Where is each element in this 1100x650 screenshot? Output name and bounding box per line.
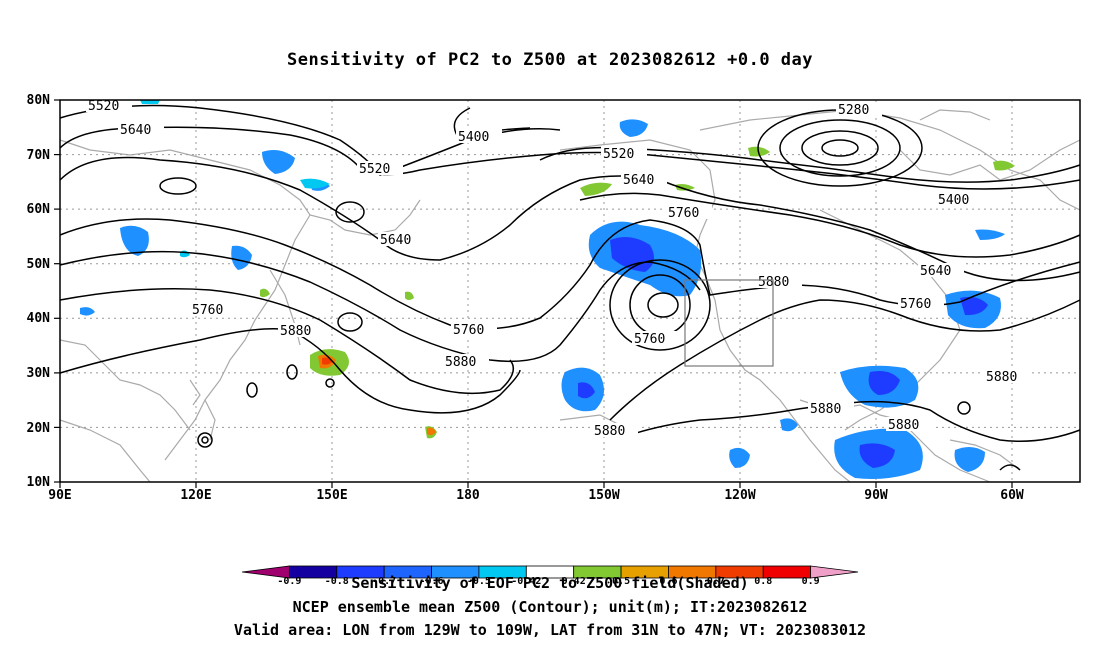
contour-label: 5760 (634, 332, 665, 347)
lat-label: 80N (27, 93, 51, 108)
colorbar-tick-label: 0.9 (802, 576, 820, 587)
axis-ticks (54, 99, 1013, 488)
colorbar (241, 565, 859, 579)
contour-label: 5280 (838, 103, 869, 118)
footer-line-2: NCEP ensemble mean Z500 (Contour); unit(… (292, 598, 808, 616)
contour-label: 5520 (88, 99, 119, 114)
lon-label: 150W (588, 488, 619, 503)
lon-label: 120W (724, 488, 755, 503)
colorbar-tick-label: 0.7 (707, 576, 725, 587)
contour-label: 5880 (758, 275, 789, 290)
contour-label: 5880 (888, 418, 919, 433)
lon-label: 180 (456, 488, 480, 503)
contour-label: 5760 (453, 323, 484, 338)
lat-label: 50N (27, 257, 51, 272)
latitude-labels: 80N 70N 60N 50N 40N 30N 20N 10N (27, 93, 51, 490)
contour-label: 5640 (380, 233, 411, 248)
lon-label: 120E (180, 488, 211, 503)
lat-label: 30N (27, 366, 51, 381)
colorbar-tick-label: 0.6 (659, 576, 677, 587)
lon-label: 90W (864, 488, 888, 503)
contour-label: 5400 (458, 130, 489, 145)
longitude-labels: 90E 120E 150E 180 150W 120W 90W 60W (48, 488, 1024, 503)
contour-label: 5640 (920, 264, 951, 279)
colorbar-tick-label: 0.42 (562, 576, 586, 587)
colorbar-tick-label: 0.8 (754, 576, 772, 587)
colorbar-swatch (810, 565, 859, 579)
footer-line-3: Valid area: LON from 129W to 109W, LAT f… (233, 621, 867, 639)
sensitivity-shading (80, 100, 1015, 479)
colorbar-labels: -0.9 -0.8 -0.7 -0.6 -0.5 -0.42 0.42 0.5 0.6 0.7 0.… (277, 576, 819, 587)
lat-label: 60N (27, 202, 51, 217)
colorbar-tick-label: 0.5 (612, 576, 630, 587)
colorbar-tick-label: -0.9 (277, 576, 301, 587)
contour-label: 5640 (120, 123, 151, 138)
lat-label: 20N (27, 421, 51, 436)
chart-title: Sensitivity of PC2 to Z500 at 2023082612… (286, 50, 813, 70)
contour-label: 5520 (359, 162, 390, 177)
contour-labels: 5520 5640 5400 5280 5520 5640 5760 5400 … (86, 98, 1030, 439)
lon-label: 90E (48, 488, 71, 503)
colorbar-tick-label: -0.8 (325, 576, 349, 587)
contour-label: 5640 (623, 173, 654, 188)
contour-label: 5400 (938, 193, 969, 208)
colorbar-tick-label: -0.42 (511, 576, 541, 587)
contour-label: 5760 (900, 297, 931, 312)
colorbar-tick-label: -0.5 (467, 576, 491, 587)
lon-label: 60W (1000, 488, 1024, 503)
contour-label: 5880 (594, 424, 625, 439)
contour-label: 5760 (668, 206, 699, 221)
contour-label: 5880 (280, 324, 311, 339)
lat-label: 70N (27, 148, 51, 163)
lat-label: 40N (27, 311, 51, 326)
contour-label: 5880 (810, 402, 841, 417)
lat-label: 10N (27, 475, 51, 490)
coastlines (59, 109, 1081, 483)
map-frame (59, 99, 1081, 483)
valid-area-box (684, 279, 774, 367)
footer-line-1: Sensitivity of EOF PC2 to Z500 field(Sha… (351, 574, 749, 592)
colorbar-tick-label: -0.6 (419, 576, 443, 587)
contour-label: 5520 (603, 147, 634, 162)
contour-label: 5760 (192, 303, 223, 318)
contour-label: 5880 (445, 355, 476, 370)
lon-label: 150E (316, 488, 347, 503)
contour-label: 5880 (986, 370, 1017, 385)
colorbar-tick-label: -0.7 (372, 576, 396, 587)
